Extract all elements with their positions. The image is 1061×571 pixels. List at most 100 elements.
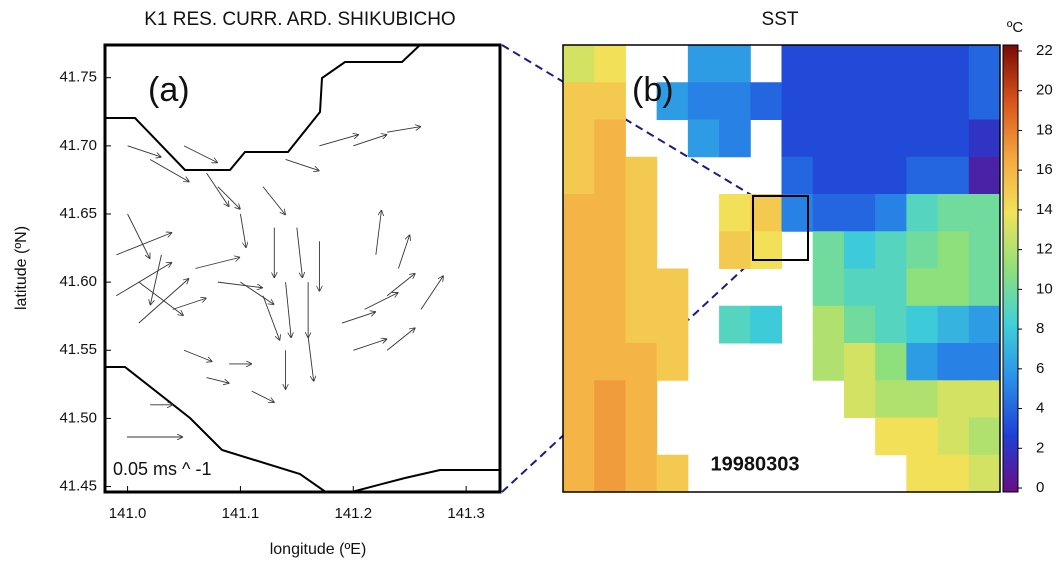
sst-cell <box>875 380 907 418</box>
sst-cell <box>968 380 1001 418</box>
sst-cell <box>750 82 782 120</box>
sst-cell <box>719 194 751 232</box>
current-vector <box>116 233 171 256</box>
sst-cell <box>906 454 939 493</box>
sst-cell <box>968 454 1001 493</box>
sst-cell <box>968 417 1001 456</box>
sst-cell <box>906 305 939 344</box>
sst-cell <box>875 45 907 83</box>
current-vector <box>319 135 358 147</box>
sst-cell <box>843 343 876 381</box>
current-vector <box>239 213 246 247</box>
sst-cell <box>719 231 751 269</box>
sst-cell <box>875 417 907 456</box>
sst-cell <box>594 380 626 418</box>
sst-cell <box>875 82 907 120</box>
sst-cell <box>656 268 689 307</box>
sst-cell <box>625 231 658 269</box>
panel-label: (a) <box>148 71 190 109</box>
sst-cell <box>875 231 907 269</box>
current-vector <box>398 236 409 269</box>
sst-cell <box>968 231 1001 269</box>
sst-cell <box>563 380 595 418</box>
sst-cell <box>937 231 970 269</box>
current-vector <box>206 377 229 384</box>
current-vector <box>262 295 280 340</box>
sst-cell <box>937 156 970 195</box>
sst-cell <box>937 119 970 158</box>
sst-cell <box>812 82 845 120</box>
sst-cell <box>719 119 751 158</box>
chart-title: K1 RES. CURR. ARD. SHIKUBICHO <box>144 9 455 30</box>
sst-cell <box>625 194 658 232</box>
current-vector <box>183 349 212 361</box>
sst-cell <box>563 194 595 232</box>
sst-cell <box>906 45 939 83</box>
sst-cell <box>563 82 595 120</box>
sst-cell <box>781 156 814 195</box>
sst-cell <box>625 156 658 195</box>
sst-cell <box>843 156 876 195</box>
sst-cell <box>843 231 876 269</box>
current-vector <box>206 172 229 206</box>
current-vector <box>420 276 443 310</box>
colorbar-tick-label: 8 <box>1036 320 1044 337</box>
scale-label: 0.05 ms ^ -1 <box>113 459 211 479</box>
current-vector <box>240 281 273 304</box>
sst-cell <box>812 156 845 195</box>
sst-cell <box>656 305 689 344</box>
sst-cell <box>563 305 595 344</box>
sst-cell <box>812 231 845 269</box>
colorbar <box>1002 44 1019 493</box>
current-vector <box>387 127 420 133</box>
y-tick-label: 41.70 <box>59 137 97 154</box>
current-vector <box>183 145 217 163</box>
sst-cell <box>750 305 782 344</box>
current-vector <box>127 145 161 157</box>
sst-cell <box>594 82 626 120</box>
sst-cell <box>937 417 970 456</box>
sst-cell <box>594 454 626 493</box>
colorbar-tick-label: 20 <box>1036 82 1053 99</box>
current-vector <box>138 279 189 324</box>
current-vector <box>138 281 183 315</box>
current-vector <box>307 336 314 381</box>
sst-cell <box>781 119 814 158</box>
zoom-box <box>752 195 809 261</box>
colorbar-tick-label: 14 <box>1036 201 1053 218</box>
date-annotation: 19980303 <box>711 453 800 475</box>
y-tick-label: 41.50 <box>59 409 97 426</box>
plot-frame <box>103 43 502 494</box>
sst-cell <box>812 343 845 381</box>
sst-cell <box>656 343 689 381</box>
sst-cell <box>594 45 626 83</box>
sst-cell <box>750 231 782 269</box>
sst-cell <box>875 305 907 344</box>
sst-cell <box>594 417 626 456</box>
sst-cell <box>875 343 907 381</box>
colorbar-tick-label: 16 <box>1036 161 1053 178</box>
sst-cell <box>843 380 876 418</box>
sst-cell <box>563 417 595 456</box>
sst-cell <box>719 305 751 344</box>
sst-cell <box>968 45 1001 83</box>
current-vector <box>285 282 292 337</box>
sst-cell <box>968 194 1001 232</box>
current-vector <box>386 274 415 297</box>
sst-cell <box>843 305 876 344</box>
x-axis-label: longitude (ºE) <box>270 541 367 558</box>
y-tick-label: 41.55 <box>59 341 97 358</box>
x-tick-label: 141.2 <box>335 505 373 522</box>
sst-cell <box>968 343 1001 381</box>
sst-cell <box>906 194 939 232</box>
y-tick-label: 41.65 <box>59 205 97 222</box>
panel-label: (b) <box>632 71 674 109</box>
current-vector <box>217 186 240 209</box>
current-vector <box>262 186 285 215</box>
sst-cell <box>937 380 970 418</box>
sst-cell <box>594 119 626 158</box>
sst-cell <box>687 45 720 83</box>
sst-cell <box>625 380 658 418</box>
sst-cell <box>594 231 626 269</box>
